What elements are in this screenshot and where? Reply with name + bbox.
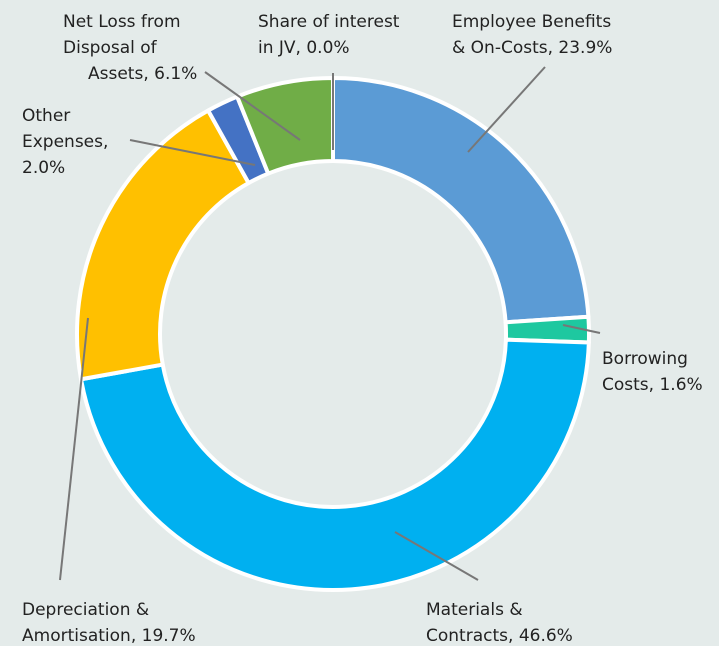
leader-line — [562, 324, 601, 334]
value-label: 0.0% — [306, 38, 349, 58]
label-line: Other — [22, 106, 70, 126]
slice-label: Net Loss from Disposal of Assets, 6.1% — [63, 12, 197, 84]
donut-segment — [79, 337, 591, 592]
leader-line — [129, 139, 256, 166]
label-line: Costs, 1.6% — [602, 375, 703, 395]
category-label: Depreciation & — [22, 600, 149, 620]
category-label: Expenses — [22, 132, 103, 152]
slice-label: Borrowing Costs, 1.6% — [602, 349, 703, 395]
category-label: Costs — [602, 375, 649, 395]
leader-line — [59, 317, 89, 581]
category-label: Disposal of — [63, 38, 158, 58]
label-line: & On-Costs, 23.9% — [452, 38, 612, 58]
label-line: Materials & — [426, 600, 523, 620]
slice-label: Share of interest in JV, 0.0% — [258, 12, 400, 58]
category-label: Employee Benefits — [452, 12, 611, 32]
value-label: 46.6% — [519, 626, 573, 646]
slice-label: Employee Benefits & On-Costs, 23.9% — [452, 12, 612, 58]
category-label: in JV — [258, 38, 296, 58]
category-label: Borrowing — [602, 349, 688, 369]
slice-label: Other Expenses, 2.0% — [22, 106, 108, 178]
label-line: Share of interest — [258, 12, 400, 32]
category-label: Assets — [88, 64, 143, 84]
category-label: Contracts — [426, 626, 508, 646]
label-line: Employee Benefits — [452, 12, 611, 32]
label-line: Net Loss from — [63, 12, 181, 32]
label-line: Disposal of — [63, 38, 158, 58]
label-line: Borrowing — [602, 349, 688, 369]
slice-label: Materials & Contracts, 46.6% — [426, 600, 573, 646]
category-label: Share of interest — [258, 12, 400, 32]
category-label: Net Loss from — [63, 12, 181, 32]
value-label: 19.7% — [142, 626, 196, 646]
leader-line — [204, 71, 301, 141]
label-line: Expenses, — [22, 132, 108, 152]
slice-label: Depreciation & Amortisation, 19.7% — [22, 600, 196, 646]
label-line: Amortisation, 19.7% — [22, 626, 196, 646]
label-line: Depreciation & — [22, 600, 149, 620]
value-label: 23.9% — [558, 38, 612, 58]
category-label: & On-Costs — [452, 38, 548, 58]
category-label: Materials & — [426, 600, 523, 620]
category-label: Other — [22, 106, 70, 126]
label-line: 2.0% — [22, 158, 65, 178]
value-label: 6.1% — [154, 64, 197, 84]
category-label: Amortisation — [22, 626, 131, 646]
label-line: Contracts, 46.6% — [426, 626, 573, 646]
value-label: 1.6% — [659, 375, 702, 395]
label-line: in JV, 0.0% — [258, 38, 350, 58]
value-label: 2.0% — [22, 158, 65, 178]
leader-line — [467, 66, 546, 153]
leader-line — [394, 531, 479, 581]
donut-segment — [331, 76, 591, 325]
label-line: Assets, 6.1% — [88, 64, 197, 84]
